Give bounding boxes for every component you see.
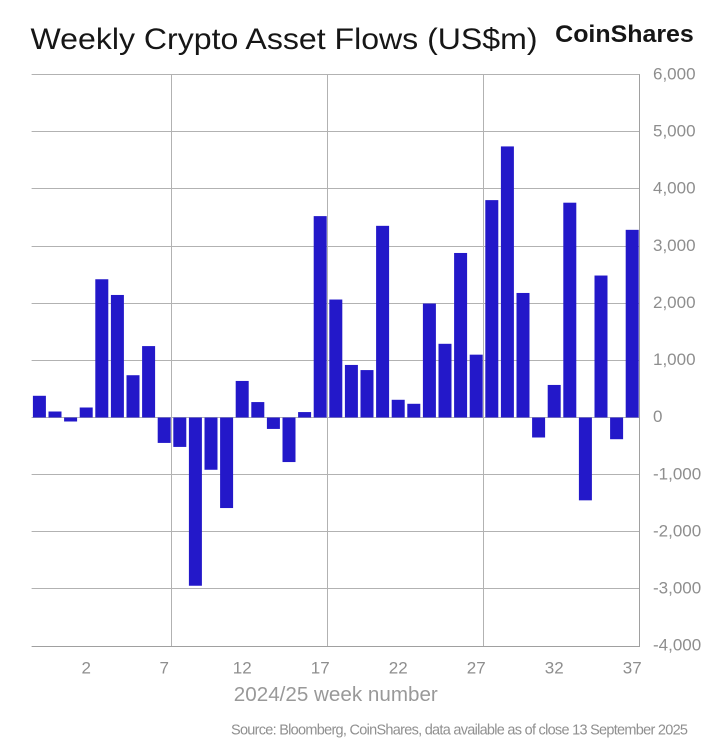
- svg-text:37: 37: [623, 658, 642, 677]
- svg-text:Source: Bloomberg, CoinShares,: Source: Bloomberg, CoinShares, data avai…: [231, 722, 688, 738]
- svg-text:12: 12: [233, 658, 252, 677]
- svg-text:22: 22: [389, 658, 408, 677]
- svg-text:-2,000: -2,000: [653, 521, 701, 540]
- svg-text:32: 32: [545, 658, 564, 677]
- svg-text:2,000: 2,000: [653, 293, 696, 312]
- svg-text:CoinShares: CoinShares: [555, 21, 694, 48]
- svg-text:4,000: 4,000: [653, 179, 696, 198]
- svg-text:2: 2: [81, 658, 90, 677]
- svg-text:2024/25 week number: 2024/25 week number: [234, 684, 438, 706]
- svg-text:0: 0: [653, 407, 662, 426]
- svg-text:Weekly Crypto Asset Flows (US$: Weekly Crypto Asset Flows (US$m): [31, 23, 538, 56]
- svg-text:27: 27: [467, 658, 486, 677]
- svg-text:-4,000: -4,000: [653, 636, 701, 655]
- svg-text:7: 7: [159, 658, 168, 677]
- svg-text:17: 17: [311, 658, 330, 677]
- svg-text:-3,000: -3,000: [653, 579, 701, 598]
- svg-text:6,000: 6,000: [653, 64, 696, 83]
- svg-text:5,000: 5,000: [653, 122, 696, 141]
- svg-text:3,000: 3,000: [653, 236, 696, 255]
- svg-text:-1,000: -1,000: [653, 464, 701, 483]
- svg-text:1,000: 1,000: [653, 350, 696, 369]
